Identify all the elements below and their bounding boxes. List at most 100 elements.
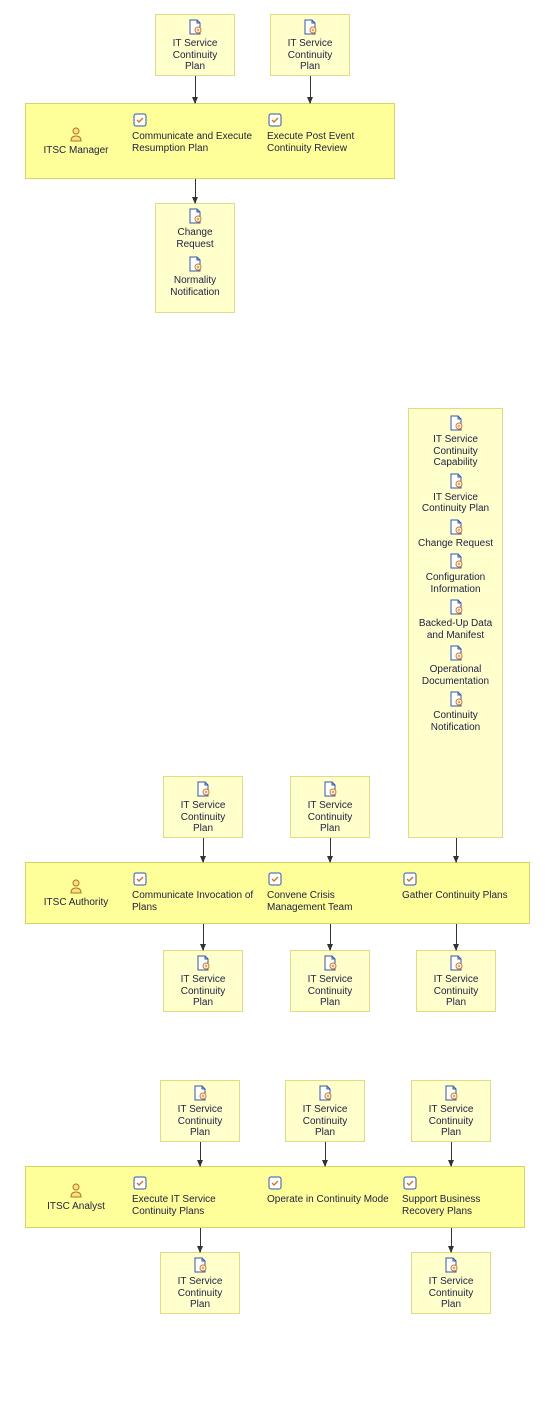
activity-post-event-review[interactable]: Execute Post Event Continuity Review (261, 108, 391, 158)
node-label: Backed-Up Data and Manifest (413, 618, 498, 641)
activity-communicate-invocation[interactable]: Communicate Invocation of Plans (126, 867, 261, 917)
node-label: IT Service Continuity Plan (297, 800, 363, 835)
doc-icon (448, 519, 464, 535)
node-label: Operational Documentation (413, 664, 498, 687)
role-icon (68, 126, 84, 142)
node-backup-data[interactable]: Backed-Up Data and Manifest (413, 599, 498, 641)
activity-icon (402, 1175, 418, 1191)
lane-activities: Execute IT Service Continuity Plans Oper… (126, 1167, 524, 1227)
node-continuity-notification[interactable]: Continuity Notification (413, 691, 498, 733)
node-label: IT Service Continuity Plan (413, 492, 498, 515)
activity-convene-crisis-team[interactable]: Convene Crisis Management Team (261, 867, 396, 917)
doc-icon (448, 691, 464, 707)
activity-label: Communicate and Execute Resumption Plan (132, 131, 255, 154)
node-normality-notification[interactable]: Normality Notification (162, 256, 228, 298)
activity-label: Execute IT Service Continuity Plans (132, 1194, 255, 1217)
node-it-service-plan[interactable]: IT Service Continuity Plan (155, 14, 235, 76)
doc-icon (443, 1257, 459, 1273)
activity-gather-plans[interactable]: Gather Continuity Plans (396, 867, 526, 906)
node-change-request[interactable]: Change Request (162, 208, 228, 250)
lane-itsc-analyst: ITSC Analyst Execute IT Service Continui… (25, 1166, 525, 1228)
node-change-request[interactable]: Change Request (413, 519, 498, 550)
doc-icon (187, 208, 203, 224)
arrow (325, 1142, 326, 1166)
activity-label: Support Business Recovery Plans (402, 1194, 515, 1217)
node-it-service-plan[interactable]: IT Service Continuity Plan (411, 1252, 491, 1314)
activity-communicate-resumption[interactable]: Communicate and Execute Resumption Plan (126, 108, 261, 158)
doc-icon (302, 19, 318, 35)
activity-icon (132, 871, 148, 887)
activity-label: Communicate Invocation of Plans (132, 890, 255, 913)
arrow (195, 179, 196, 203)
activity-label: Convene Crisis Management Team (267, 890, 390, 913)
node-it-service-plan[interactable]: IT Service Continuity Plan (290, 776, 370, 838)
node-stack-outputs: Change Request Normality Notification (155, 203, 235, 313)
node-it-service-plan[interactable]: IT Service Continuity Plan (411, 1080, 491, 1142)
node-label: Normality Notification (162, 275, 228, 298)
lane-role: ITSC Authority (26, 863, 126, 923)
activity-icon (267, 871, 283, 887)
activity-label: Gather Continuity Plans (402, 890, 508, 902)
lane-itsc-authority: ITSC Authority Communicate Invocation of… (25, 862, 530, 924)
arrow (203, 838, 204, 862)
node-label: Change Request (418, 538, 493, 550)
activity-support-recovery-plans[interactable]: Support Business Recovery Plans (396, 1171, 521, 1221)
node-label: Configuration Information (413, 572, 498, 595)
node-it-service-plan[interactable]: IT Service Continuity Plan (290, 950, 370, 1012)
arrow (456, 838, 457, 862)
activity-icon (132, 112, 148, 128)
node-label: IT Service Continuity Capability (413, 434, 498, 469)
lane-activities: Communicate and Execute Resumption Plan … (126, 104, 394, 178)
lane-activities: Communicate Invocation of Plans Convene … (126, 863, 529, 923)
doc-icon (443, 1085, 459, 1101)
doc-icon (195, 955, 211, 971)
node-label: IT Service Continuity Plan (277, 38, 343, 73)
node-label: IT Service Continuity Plan (297, 974, 363, 1009)
doc-icon (448, 955, 464, 971)
node-label: IT Service Continuity Plan (170, 974, 236, 1009)
arrow (451, 1228, 452, 1252)
node-it-service-plan[interactable]: IT Service Continuity Plan (163, 950, 243, 1012)
doc-icon (448, 553, 464, 569)
arrow (456, 924, 457, 950)
arrow (200, 1142, 201, 1166)
node-it-service-plan[interactable]: IT Service Continuity Plan (160, 1252, 240, 1314)
doc-icon (322, 781, 338, 797)
doc-icon (192, 1257, 208, 1273)
node-it-service-plan[interactable]: IT Service Continuity Plan (285, 1080, 365, 1142)
node-it-service-plan[interactable]: IT Service Continuity Plan (160, 1080, 240, 1142)
node-label: IT Service Continuity Plan (292, 1104, 358, 1139)
activity-operate-continuity-mode[interactable]: Operate in Continuity Mode (261, 1171, 396, 1210)
lane-role: ITSC Manager (26, 104, 126, 178)
node-label: IT Service Continuity Plan (162, 38, 228, 73)
arrow (451, 1142, 452, 1166)
arrow (310, 76, 311, 103)
role-label: ITSC Manager (43, 145, 108, 157)
node-stack-inputs: IT Service Continuity Capability IT Serv… (408, 408, 503, 838)
arrow (203, 924, 204, 950)
role-icon (68, 1182, 84, 1198)
doc-icon (448, 645, 464, 661)
node-config-info[interactable]: Configuration Information (413, 553, 498, 595)
node-continuity-capability[interactable]: IT Service Continuity Capability (413, 415, 498, 469)
doc-icon (195, 781, 211, 797)
doc-icon (192, 1085, 208, 1101)
activity-execute-continuity-plans[interactable]: Execute IT Service Continuity Plans (126, 1171, 261, 1221)
doc-icon (317, 1085, 333, 1101)
node-label: IT Service Continuity Plan (167, 1276, 233, 1311)
doc-icon (187, 19, 203, 35)
node-it-service-plan[interactable]: IT Service Continuity Plan (270, 14, 350, 76)
node-continuity-plan[interactable]: IT Service Continuity Plan (413, 473, 498, 515)
activity-icon (267, 112, 283, 128)
node-operational-doc[interactable]: Operational Documentation (413, 645, 498, 687)
node-it-service-plan[interactable]: IT Service Continuity Plan (416, 950, 496, 1012)
node-label: Continuity Notification (413, 710, 498, 733)
activity-icon (132, 1175, 148, 1191)
role-icon (68, 878, 84, 894)
doc-icon (448, 599, 464, 615)
node-label: IT Service Continuity Plan (418, 1276, 484, 1311)
role-label: ITSC Analyst (47, 1201, 105, 1213)
node-it-service-plan[interactable]: IT Service Continuity Plan (163, 776, 243, 838)
node-label: IT Service Continuity Plan (423, 974, 489, 1009)
doc-icon (448, 473, 464, 489)
